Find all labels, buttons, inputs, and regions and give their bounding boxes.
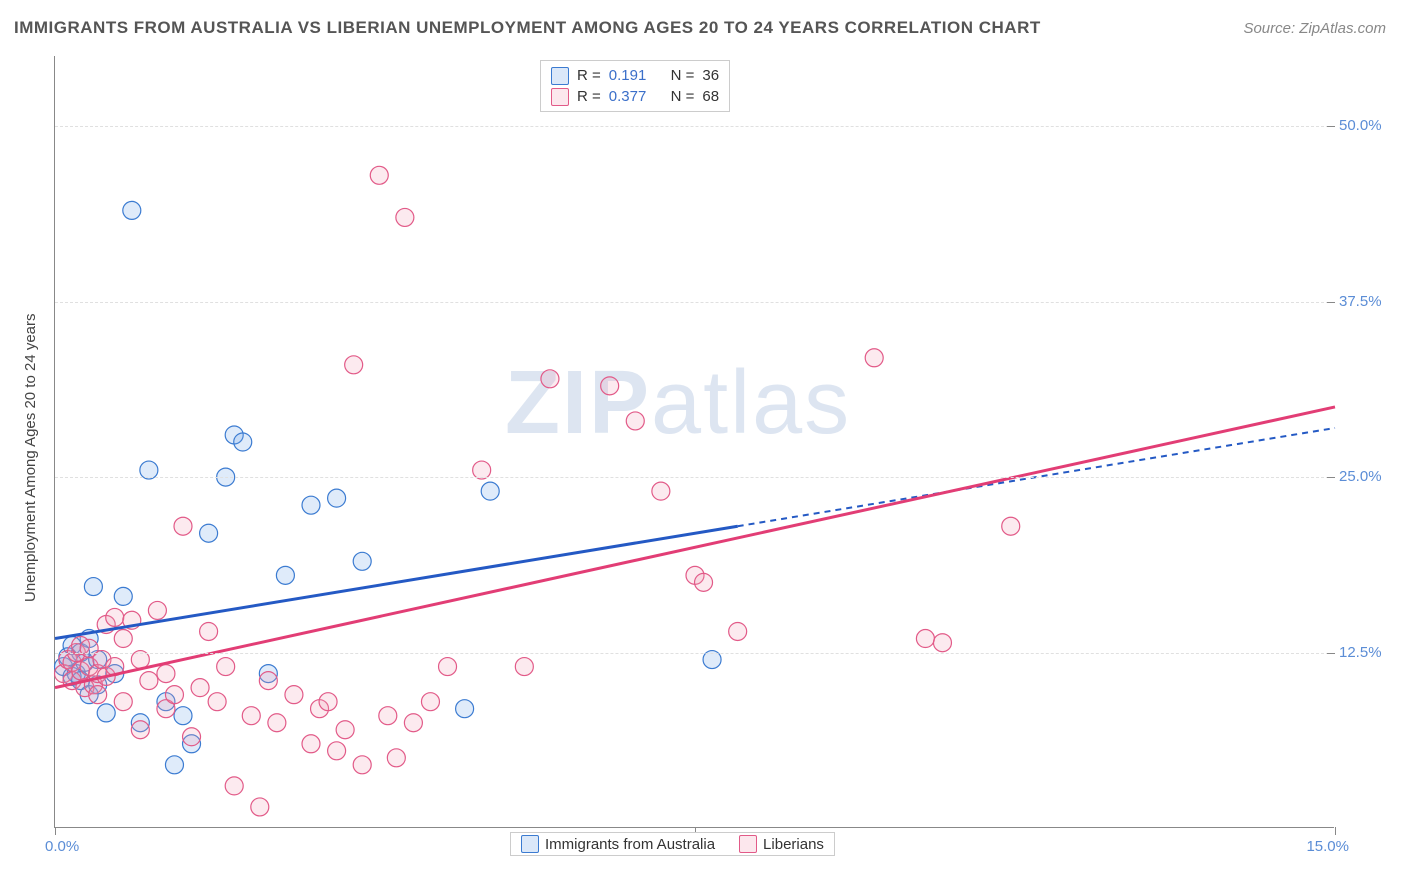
legend-swatch (521, 835, 539, 853)
data-point (148, 601, 166, 619)
series-swatch (551, 88, 569, 106)
data-point (285, 686, 303, 704)
data-point (729, 622, 747, 640)
data-point (345, 356, 363, 374)
data-point (165, 756, 183, 774)
data-point (396, 208, 414, 226)
data-point (242, 707, 260, 725)
data-point (208, 693, 226, 711)
data-point (97, 704, 115, 722)
scatter-svg (55, 56, 1335, 828)
y-axis-label: Unemployment Among Ages 20 to 24 years (22, 313, 39, 602)
data-point (652, 482, 670, 500)
x-tick-label: 0.0% (45, 838, 79, 855)
data-point (259, 672, 277, 690)
series-swatch (551, 67, 569, 85)
y-tick-mark (1327, 477, 1335, 478)
x-tick-label: 15.0% (1306, 838, 1349, 855)
y-tick-label: 25.0% (1339, 468, 1394, 485)
data-point (601, 377, 619, 395)
data-point (200, 622, 218, 640)
data-point (353, 756, 371, 774)
legend-swatch (739, 835, 757, 853)
gridline (55, 477, 1334, 478)
y-tick-mark (1327, 302, 1335, 303)
data-point (319, 693, 337, 711)
data-point (515, 658, 533, 676)
data-point (916, 630, 934, 648)
data-point (541, 370, 559, 388)
data-point (1002, 517, 1020, 535)
stats-row: R = 0.191 N = 36 (551, 65, 719, 86)
data-point (481, 482, 499, 500)
data-point (251, 798, 269, 816)
y-tick-label: 12.5% (1339, 644, 1394, 661)
data-point (140, 672, 158, 690)
data-point (370, 166, 388, 184)
data-point (353, 552, 371, 570)
data-point (328, 742, 346, 760)
y-tick-mark (1327, 126, 1335, 127)
y-tick-label: 37.5% (1339, 293, 1394, 310)
series-legend: Immigrants from Australia Liberians (510, 832, 835, 856)
data-point (165, 686, 183, 704)
gridline (55, 302, 1334, 303)
data-point (114, 693, 132, 711)
data-point (157, 665, 175, 683)
data-point (217, 658, 235, 676)
data-point (933, 634, 951, 652)
data-point (123, 201, 141, 219)
data-point (234, 433, 252, 451)
data-point (191, 679, 209, 697)
data-point (200, 524, 218, 542)
trend-line (55, 526, 738, 638)
y-tick-label: 50.0% (1339, 117, 1394, 134)
data-point (456, 700, 474, 718)
data-point (276, 566, 294, 584)
data-point (626, 412, 644, 430)
data-point (174, 517, 192, 535)
data-point (302, 735, 320, 753)
data-point (302, 496, 320, 514)
data-point (89, 686, 107, 704)
data-point (174, 707, 192, 725)
gridline (55, 653, 1334, 654)
chart-title: IMMIGRANTS FROM AUSTRALIA VS LIBERIAN UN… (14, 18, 1041, 38)
x-tick-mark (55, 827, 56, 835)
data-point (695, 573, 713, 591)
data-point (114, 630, 132, 648)
legend-item: Liberians (739, 835, 824, 853)
data-point (379, 707, 397, 725)
data-point (225, 777, 243, 795)
stats-row: R = 0.377 N = 68 (551, 86, 719, 107)
legend-label: Immigrants from Australia (545, 836, 715, 853)
data-point (865, 349, 883, 367)
data-point (439, 658, 457, 676)
data-point (328, 489, 346, 507)
data-point (421, 693, 439, 711)
legend-item: Immigrants from Australia (521, 835, 715, 853)
data-point (131, 721, 149, 739)
data-point (336, 721, 354, 739)
correlation-stats-box: R = 0.191 N = 36R = 0.377 N = 68 (540, 60, 730, 112)
legend-label: Liberians (763, 836, 824, 853)
data-point (106, 608, 124, 626)
y-tick-mark (1327, 653, 1335, 654)
data-point (183, 728, 201, 746)
data-point (268, 714, 286, 732)
data-point (114, 587, 132, 605)
source-attribution: Source: ZipAtlas.com (1243, 20, 1386, 37)
x-tick-mark (1335, 827, 1336, 835)
gridline (55, 126, 1334, 127)
data-point (404, 714, 422, 732)
data-point (84, 578, 102, 596)
plot-area: ZIPatlas 12.5%25.0%37.5%50.0%0.0%15.0% (54, 56, 1334, 828)
data-point (387, 749, 405, 767)
